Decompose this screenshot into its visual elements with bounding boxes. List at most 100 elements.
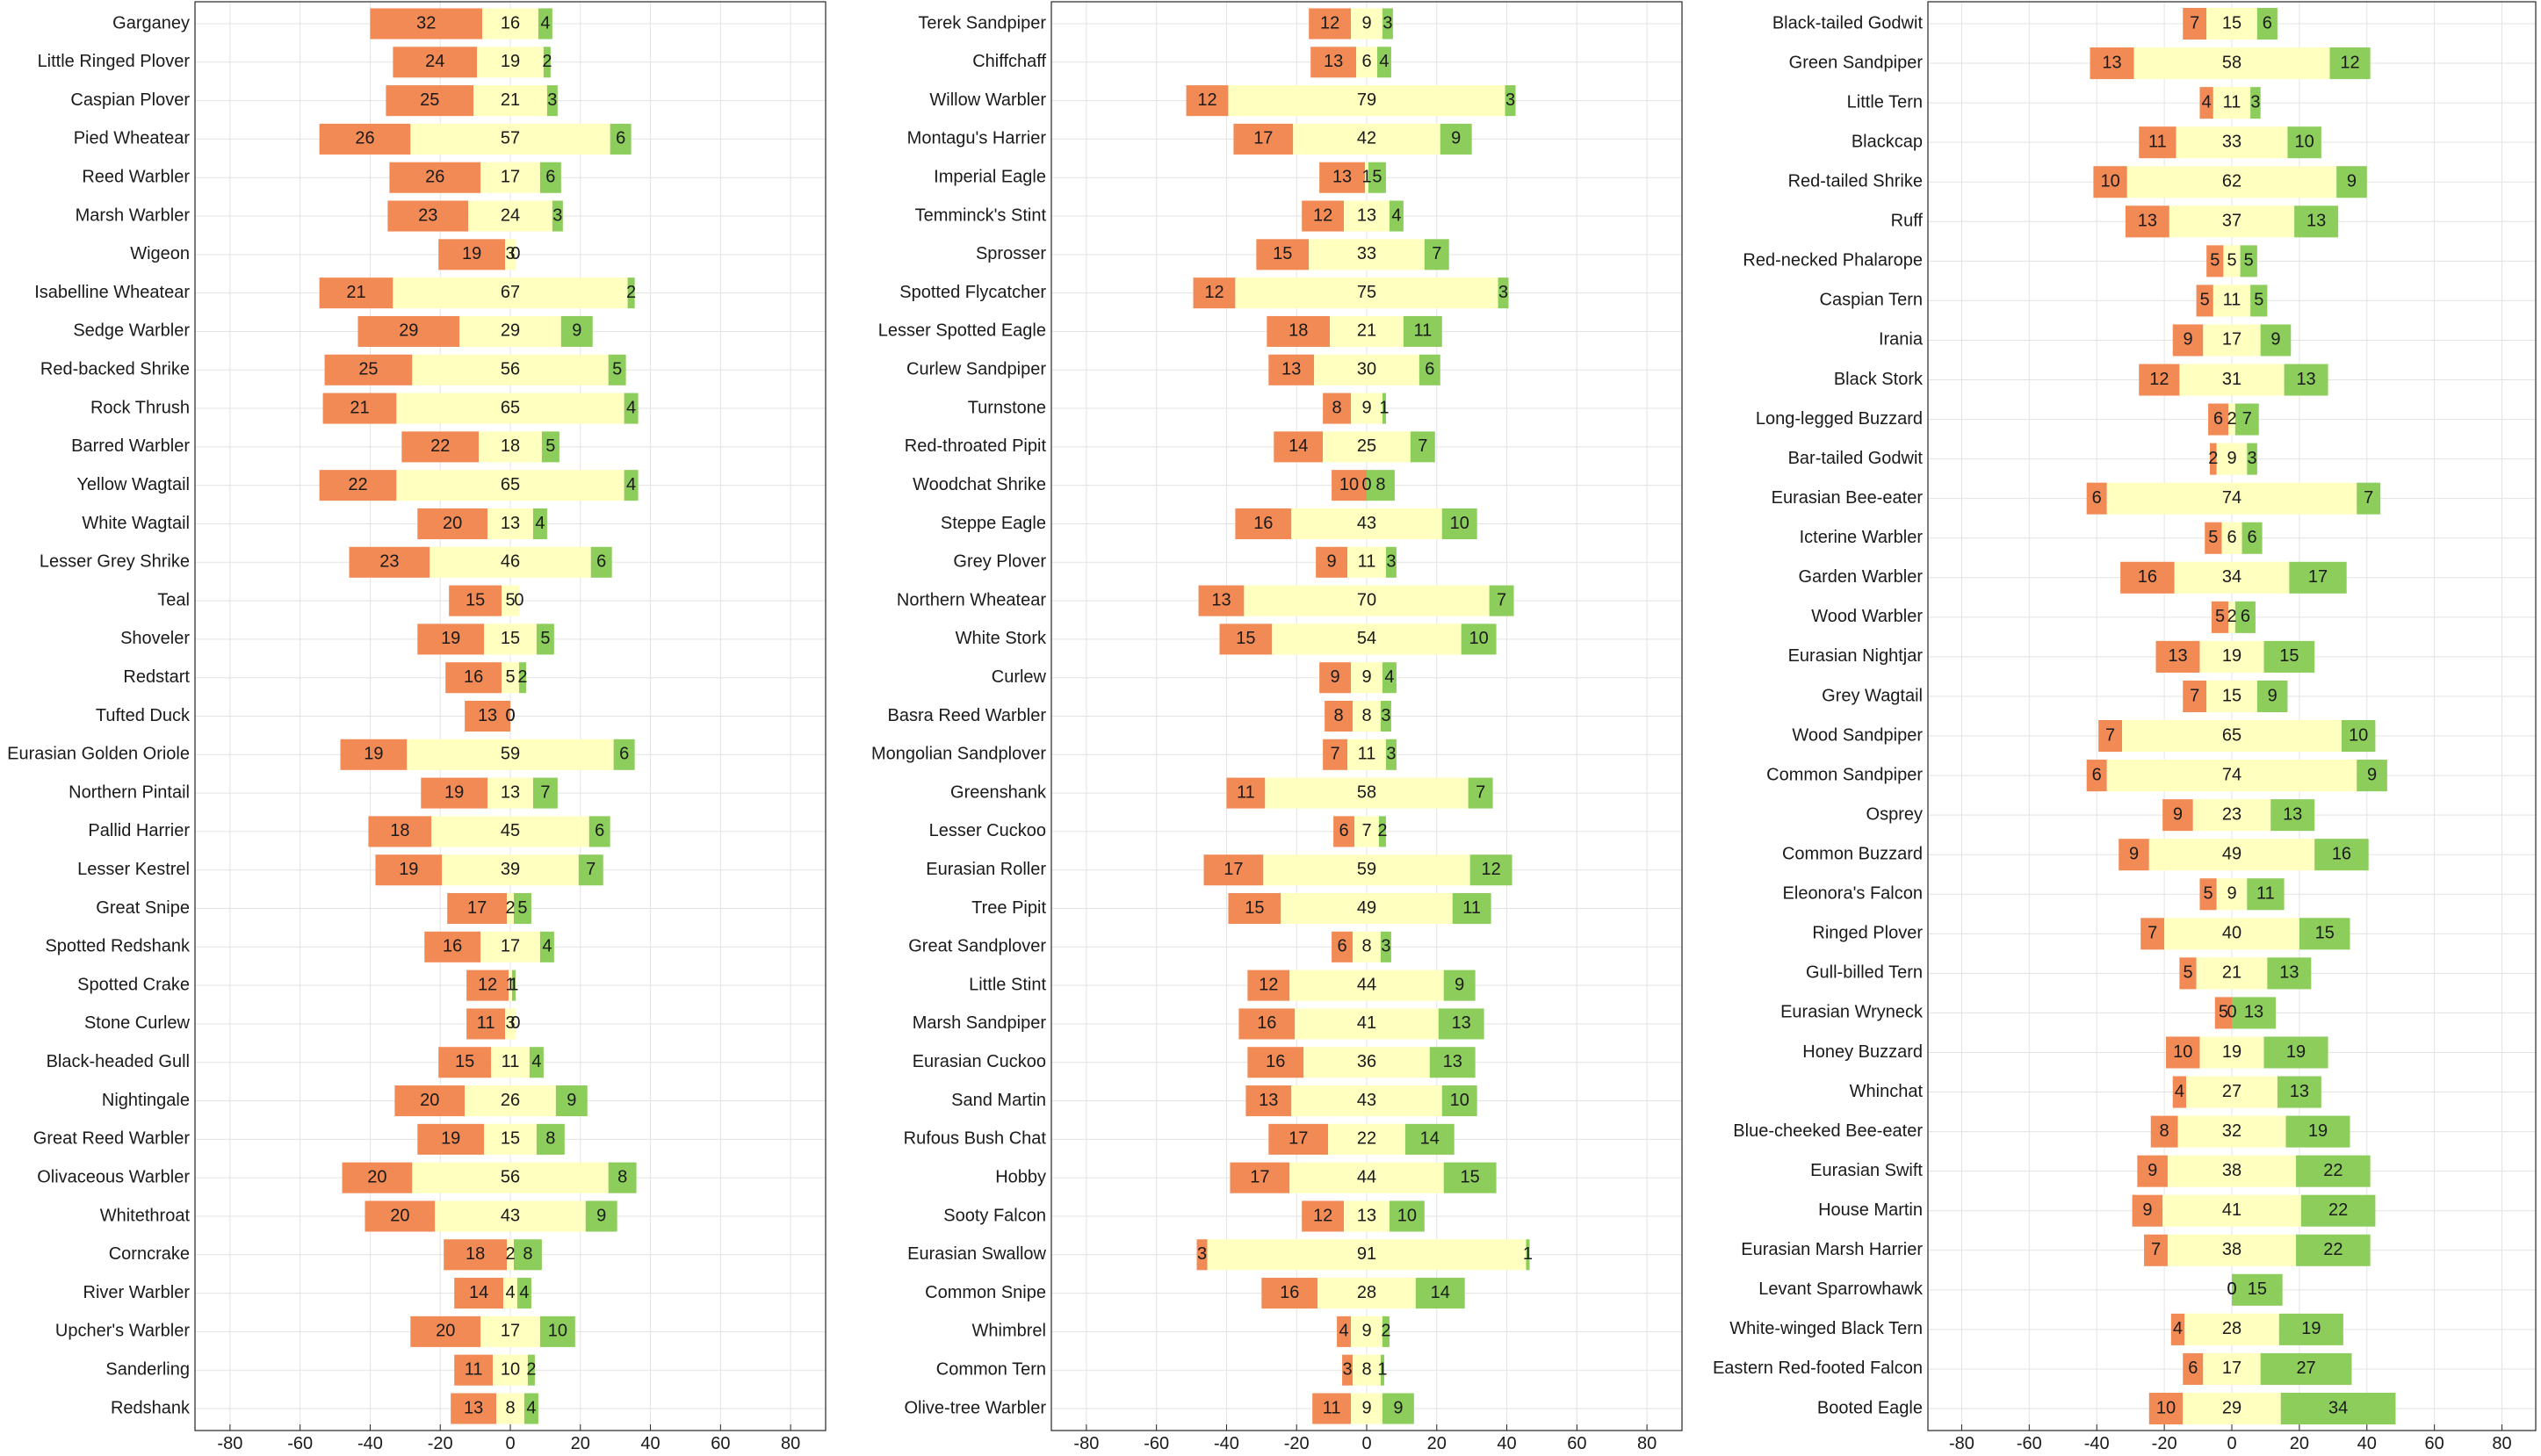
bar-neutral — [2133, 47, 2330, 80]
bar-positive — [1438, 1008, 1484, 1040]
bar-negative — [466, 1008, 506, 1040]
category-label: Eurasian Wryneck — [1780, 1003, 1924, 1022]
bar-positive — [2234, 403, 2259, 436]
bar-negative — [1323, 393, 1352, 424]
category-label: Black-tailed Godwit — [1772, 13, 1924, 32]
value-label-negative: 15 — [466, 590, 485, 609]
bar-positive — [2263, 640, 2315, 673]
bar-negative — [1196, 1239, 1208, 1271]
bar-neutral — [2167, 1155, 2297, 1187]
bar-positive — [1441, 508, 1477, 539]
bar-negative — [1186, 85, 1229, 117]
bar-neutral — [2148, 839, 2315, 871]
value-label-positive: 4 — [531, 1052, 541, 1071]
category-label: White Stork — [956, 629, 1047, 648]
value-label-negative: 7 — [2148, 924, 2157, 943]
bar-neutral — [2164, 918, 2299, 950]
category-label: Barred Warbler — [71, 436, 190, 456]
bar-negative — [410, 1315, 481, 1347]
bar-negative — [2148, 1392, 2184, 1425]
value-label-neutral: 8 — [1361, 937, 1371, 956]
bar-neutral — [1314, 354, 1419, 386]
category-label: Basra Reed Warbler — [888, 706, 1047, 725]
bar-neutral — [1351, 393, 1382, 424]
value-label-negative: 5 — [2210, 251, 2220, 270]
bar-negative — [417, 508, 488, 539]
value-label-negative: 17 — [1250, 1167, 1269, 1186]
value-label-negative: 13 — [2138, 212, 2157, 231]
category-label: Mongolian Sandplover — [871, 745, 1046, 764]
bar-negative — [2086, 482, 2107, 515]
value-label-negative: 32 — [416, 13, 436, 32]
value-label-negative: 10 — [2100, 172, 2119, 191]
bar-neutral — [2206, 680, 2257, 712]
bar-positive — [2300, 1194, 2376, 1227]
bar-negative — [1247, 1047, 1304, 1078]
value-label-negative: 6 — [2092, 488, 2102, 508]
bar-negative — [2090, 47, 2134, 80]
bar-positive — [1498, 278, 1509, 309]
value-label-negative: 26 — [425, 168, 444, 187]
category-label: Sand Martin — [951, 1091, 1046, 1110]
value-label-positive: 9 — [1451, 129, 1461, 148]
bar-neutral — [1309, 239, 1425, 270]
value-label-neutral: 37 — [2222, 212, 2241, 231]
value-label-negative: 26 — [355, 129, 374, 148]
value-label-negative: 16 — [1257, 1013, 1276, 1033]
bar-neutral — [465, 1085, 556, 1117]
category-label: White Wagtail — [82, 514, 190, 533]
value-label-positive: 13 — [2296, 370, 2315, 389]
value-label-negative: 20 — [436, 1322, 455, 1341]
value-label-neutral: 26 — [501, 1091, 520, 1110]
value-label-positive: 4 — [519, 1283, 529, 1302]
bar-negative — [2170, 1313, 2185, 1345]
category-label: Levant Sparrowhawk — [1758, 1279, 1924, 1299]
value-label-positive: 5 — [612, 360, 622, 379]
value-label-neutral: 33 — [1357, 244, 1376, 263]
value-label-positive: 4 — [540, 13, 550, 32]
bar-positive — [1380, 1354, 1384, 1386]
x-tick-label: 80 — [2492, 1434, 2511, 1453]
bar-negative — [438, 1047, 492, 1078]
bar-negative — [1274, 431, 1324, 463]
bar-negative — [2155, 640, 2200, 673]
value-label-positive: 6 — [595, 821, 604, 840]
value-label-neutral: 38 — [2222, 1161, 2241, 1180]
bar-neutral — [412, 1162, 609, 1193]
bar-negative — [2206, 245, 2224, 278]
value-label-positive: 22 — [2323, 1161, 2342, 1180]
category-label: Willow Warbler — [929, 90, 1046, 110]
bar-positive — [2289, 561, 2347, 594]
bar-positive — [2263, 1036, 2328, 1069]
bar-neutral — [496, 1393, 524, 1424]
bar-negative — [1323, 739, 1348, 770]
category-label: Olive-tree Warbler — [904, 1398, 1046, 1417]
category-label: Osprey — [1866, 804, 1923, 824]
value-label-neutral: 19 — [2222, 1042, 2241, 1062]
bar-neutral — [442, 854, 579, 886]
x-tick-label: 0 — [2227, 1434, 2236, 1453]
value-label-positive: 34 — [2328, 1398, 2348, 1417]
category-label: Grey Plover — [953, 552, 1046, 572]
category-label: Eurasian Golden Oriole — [7, 745, 190, 764]
bar-positive — [1382, 393, 1386, 424]
bar-neutral — [1353, 700, 1381, 732]
category-label: Lesser Spotted Eagle — [878, 321, 1046, 341]
value-label-positive: 5 — [517, 898, 527, 918]
category-label: Whimbrel — [972, 1322, 1046, 1341]
value-label-negative: 9 — [2183, 330, 2192, 350]
value-label-negative: 0 — [2227, 1279, 2236, 1299]
value-label-negative: 13 — [1324, 52, 1343, 71]
value-label-negative: 16 — [1280, 1283, 1299, 1302]
bar-negative — [342, 1162, 413, 1193]
bar-negative — [387, 200, 469, 232]
bar-positive — [2250, 285, 2268, 317]
value-label-neutral: 49 — [2222, 844, 2241, 863]
value-label-positive: 9 — [2367, 765, 2377, 784]
bar-neutral — [1295, 1008, 1439, 1040]
category-label: Caspian Plover — [70, 90, 190, 110]
value-label-positive: 14 — [1420, 1129, 1440, 1149]
bar-negative — [2140, 918, 2165, 950]
bar-positive — [2247, 878, 2285, 911]
value-label-positive: 6 — [2248, 528, 2257, 547]
